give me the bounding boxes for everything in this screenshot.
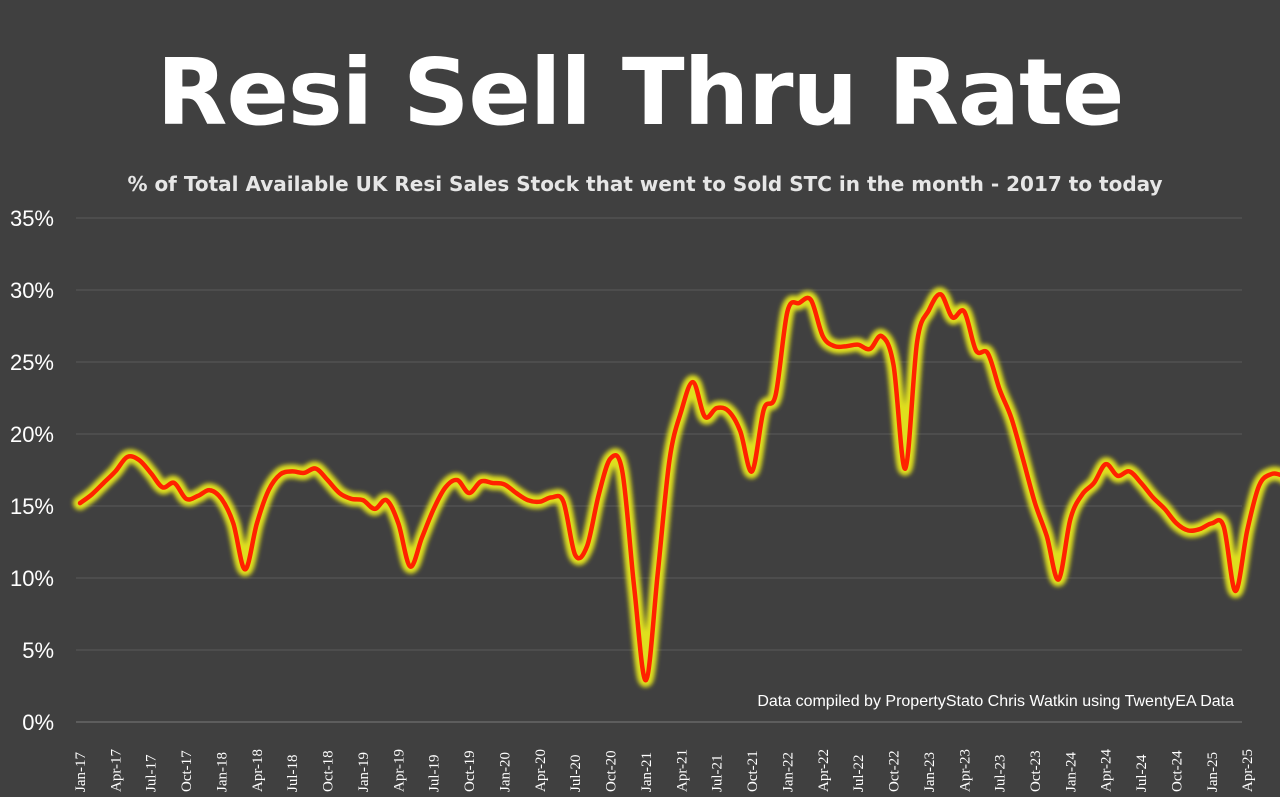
series-line-path: [77, 292, 1280, 683]
y-tick-label: 10%: [10, 566, 54, 591]
x-tick-label: Jul-17: [144, 754, 160, 792]
x-tick-label: Oct-20: [604, 750, 620, 792]
x-tick-label: Apr-23: [957, 749, 973, 792]
y-tick-label: 15%: [10, 494, 54, 519]
x-axis-tick-labels: Jan-17 Apr-17 Jul-17 Oct-17 Jan-18 Apr-18 Jul-…: [73, 748, 1256, 792]
x-tick-label: Jul-18: [285, 755, 301, 793]
x-tick-label: Jan-20: [497, 752, 513, 792]
x-tick-label: Jul-20: [568, 755, 584, 793]
y-axis-tick-labels: 0% 5% 10% 15% 20% 25% 30% 35%: [10, 206, 54, 735]
x-tick-label: Oct-23: [1028, 750, 1044, 792]
y-tick-label: 25%: [10, 350, 54, 375]
x-tick-label: Jan-18: [214, 752, 230, 792]
x-tick-label: Jan-22: [780, 752, 796, 792]
x-tick-label: Jul-19: [427, 755, 443, 793]
x-tick-label: Apr-18: [250, 749, 266, 792]
x-tick-label: Jul-22: [851, 755, 867, 793]
chart-subtitle: % of Total Available UK Resi Sales Stock…: [127, 172, 1163, 196]
x-tick-label: Apr-24: [1099, 748, 1115, 792]
x-tick-label: Jan-25: [1205, 752, 1221, 792]
x-tick-label: Oct-19: [462, 750, 478, 792]
x-tick-label: Oct-24: [1169, 750, 1185, 792]
x-tick-label: Apr-20: [533, 749, 549, 792]
x-tick-label: Jan-19: [356, 752, 372, 792]
y-tick-label: 0%: [22, 710, 54, 735]
y-tick-label: 30%: [10, 278, 54, 303]
x-tick-label: Oct-22: [887, 750, 903, 792]
series-line: [73, 287, 1280, 688]
source-note: Data compiled by PropertyStato Chris Wat…: [757, 693, 1234, 710]
x-tick-label: Jul-23: [993, 755, 1009, 793]
x-tick-label: Apr-22: [816, 749, 832, 792]
x-tick-label: Jan-21: [639, 752, 655, 792]
gridlines: [76, 217, 1242, 723]
x-tick-label: Oct-21: [745, 750, 761, 792]
x-tick-label: Apr-19: [391, 749, 407, 792]
chart-title: Resi Sell Thru Rate: [156, 39, 1125, 146]
x-tick-label: Jan-17: [73, 752, 89, 792]
x-tick-label: Apr-21: [674, 749, 690, 792]
x-tick-label: Apr-17: [108, 748, 124, 792]
x-tick-label: Jan-23: [922, 752, 938, 792]
x-tick-label: Oct-18: [321, 750, 337, 792]
x-tick-label: Apr-25: [1240, 749, 1256, 792]
x-tick-label: Jul-21: [710, 755, 726, 793]
x-tick-label: Jul-24: [1134, 754, 1150, 792]
y-tick-label: 35%: [10, 206, 54, 231]
x-tick-label: Oct-17: [179, 750, 195, 792]
series-glow: [73, 287, 1280, 688]
y-tick-label: 20%: [10, 422, 54, 447]
y-tick-label: 5%: [22, 638, 54, 663]
x-tick-label: Jan-24: [1063, 752, 1079, 792]
